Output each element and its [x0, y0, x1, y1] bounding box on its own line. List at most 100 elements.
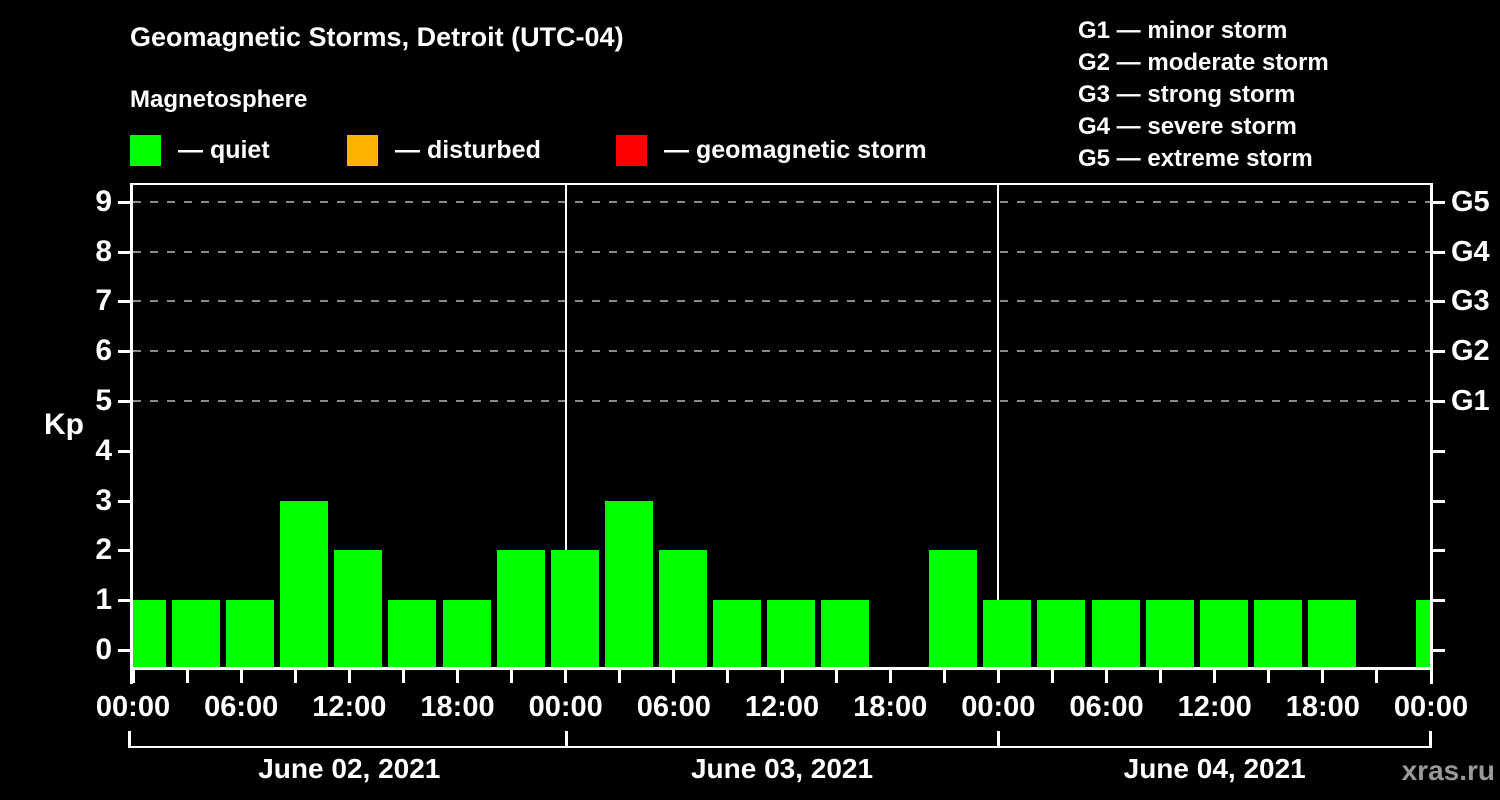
y-axis-title: Kp	[44, 408, 84, 441]
kp-bar	[388, 600, 437, 667]
x-tick-label: 00:00	[1393, 691, 1469, 723]
y-tick-right	[1430, 549, 1445, 553]
y-tick-right	[1430, 350, 1445, 354]
day-separator-line	[997, 184, 1000, 667]
y-tick-left	[118, 649, 133, 652]
kp-bar	[280, 500, 329, 667]
g-scale-axis-label: G1	[1451, 385, 1490, 417]
legend-item-quiet: — quiet	[130, 135, 270, 166]
x-tick	[672, 670, 676, 683]
date-axis-line	[128, 746, 1432, 748]
x-tick	[1050, 670, 1054, 683]
y-tick-right	[1430, 400, 1445, 403]
kp-bar	[172, 600, 221, 667]
x-tick	[780, 670, 784, 683]
g-scale-axis-label: G4	[1451, 235, 1490, 268]
kp-bar	[550, 550, 599, 667]
kp-bar	[658, 550, 707, 667]
date-label: June 03, 2021	[690, 753, 874, 784]
kp-bar	[983, 600, 1032, 667]
y-tick-left	[118, 449, 133, 453]
x-tick	[239, 670, 243, 683]
legend-item-geomagnetic-storm: — geomagnetic storm	[616, 135, 927, 166]
storm-scale-item-g4: G4 — severe storm	[1078, 113, 1297, 140]
x-tick-label: 18:00	[853, 691, 928, 723]
plot-top-border	[130, 183, 1433, 185]
kp-bar	[767, 600, 815, 667]
kp-bar	[1199, 600, 1248, 667]
kp-bar	[1037, 600, 1086, 667]
x-tick	[456, 670, 459, 683]
x-tick-label: 00:00	[95, 691, 171, 723]
storm-color-swatch	[616, 135, 647, 166]
date-axis-tick	[1429, 731, 1432, 748]
date-label: June 04, 2021	[1123, 753, 1306, 784]
day-separator-line	[564, 184, 567, 667]
storm-scale-item-g5: G5 — extreme storm	[1078, 145, 1313, 172]
x-tick-label: 12:00	[312, 691, 387, 723]
y-tick-right	[1430, 250, 1445, 254]
y-tick-label: 3	[95, 483, 112, 517]
kp-bar	[929, 550, 978, 667]
storm-scale-legend: G1 — minor storm G2 — moderate storm G3 …	[1078, 15, 1329, 175]
y-tick-label: 8	[95, 234, 112, 268]
storm-scale-item-g3: G3 — strong storm	[1078, 81, 1296, 108]
x-tick	[131, 670, 135, 683]
x-tick-label: 06:00	[636, 691, 711, 723]
x-tick-label: 18:00	[420, 691, 495, 723]
legend-label-storm: — geomagnetic storm	[664, 136, 927, 164]
y-tick-right	[1430, 649, 1445, 652]
y-axis-right	[1430, 184, 1433, 684]
legend-label-quiet: — quiet	[178, 136, 270, 164]
g-scale-axis-label: G3	[1451, 285, 1490, 318]
quiet-color-swatch	[130, 135, 161, 166]
gridline-kp6	[133, 350, 1431, 353]
date-axis-tick	[997, 731, 1001, 748]
date-label: June 02, 2021	[258, 753, 441, 784]
kp-bar	[604, 500, 653, 667]
x-tick	[1267, 670, 1271, 683]
disturbed-color-swatch	[347, 135, 378, 166]
gridline-kp5	[133, 400, 1431, 402]
x-tick	[1321, 670, 1325, 683]
x-tick	[1105, 670, 1108, 683]
y-tick-label: 5	[95, 384, 112, 417]
x-axis-baseline	[130, 667, 1433, 670]
gridline-kp9	[133, 200, 1431, 203]
storm-scale-item-g2: G2 — moderate storm	[1078, 49, 1329, 76]
y-tick-right	[1430, 499, 1445, 503]
kp-bar	[1145, 600, 1194, 667]
kp-bar	[133, 600, 166, 667]
x-tick	[347, 670, 351, 683]
x-tick	[942, 670, 946, 683]
x-tick	[834, 670, 838, 683]
kp-bar	[1253, 600, 1302, 667]
x-tick	[293, 670, 297, 683]
x-tick	[888, 670, 892, 683]
x-tick-label: 06:00	[1069, 691, 1144, 723]
legend-item-disturbed: — disturbed	[347, 135, 541, 166]
x-tick	[1159, 670, 1163, 683]
x-tick	[996, 670, 1000, 683]
kp-bar	[712, 600, 761, 667]
y-tick-label: 4	[95, 433, 112, 467]
y-tick-right	[1430, 300, 1445, 304]
x-tick	[618, 670, 622, 683]
y-tick-right	[1430, 599, 1445, 603]
x-tick	[564, 670, 568, 683]
kp-bar	[1416, 600, 1430, 667]
x-tick-label: 06:00	[204, 691, 279, 723]
storm-scale-item-g1: G1 — minor storm	[1078, 17, 1288, 44]
x-tick-label: 18:00	[1285, 691, 1360, 723]
y-tick-left	[118, 200, 133, 204]
x-tick	[510, 670, 514, 683]
kp-bar	[226, 600, 275, 667]
date-axis-tick	[128, 731, 131, 748]
gridline-kp8	[133, 250, 1431, 253]
kp-bar	[1091, 600, 1140, 667]
y-tick-label: 1	[95, 583, 112, 617]
y-tick-left	[118, 599, 133, 603]
y-tick-label: 0	[95, 633, 112, 666]
